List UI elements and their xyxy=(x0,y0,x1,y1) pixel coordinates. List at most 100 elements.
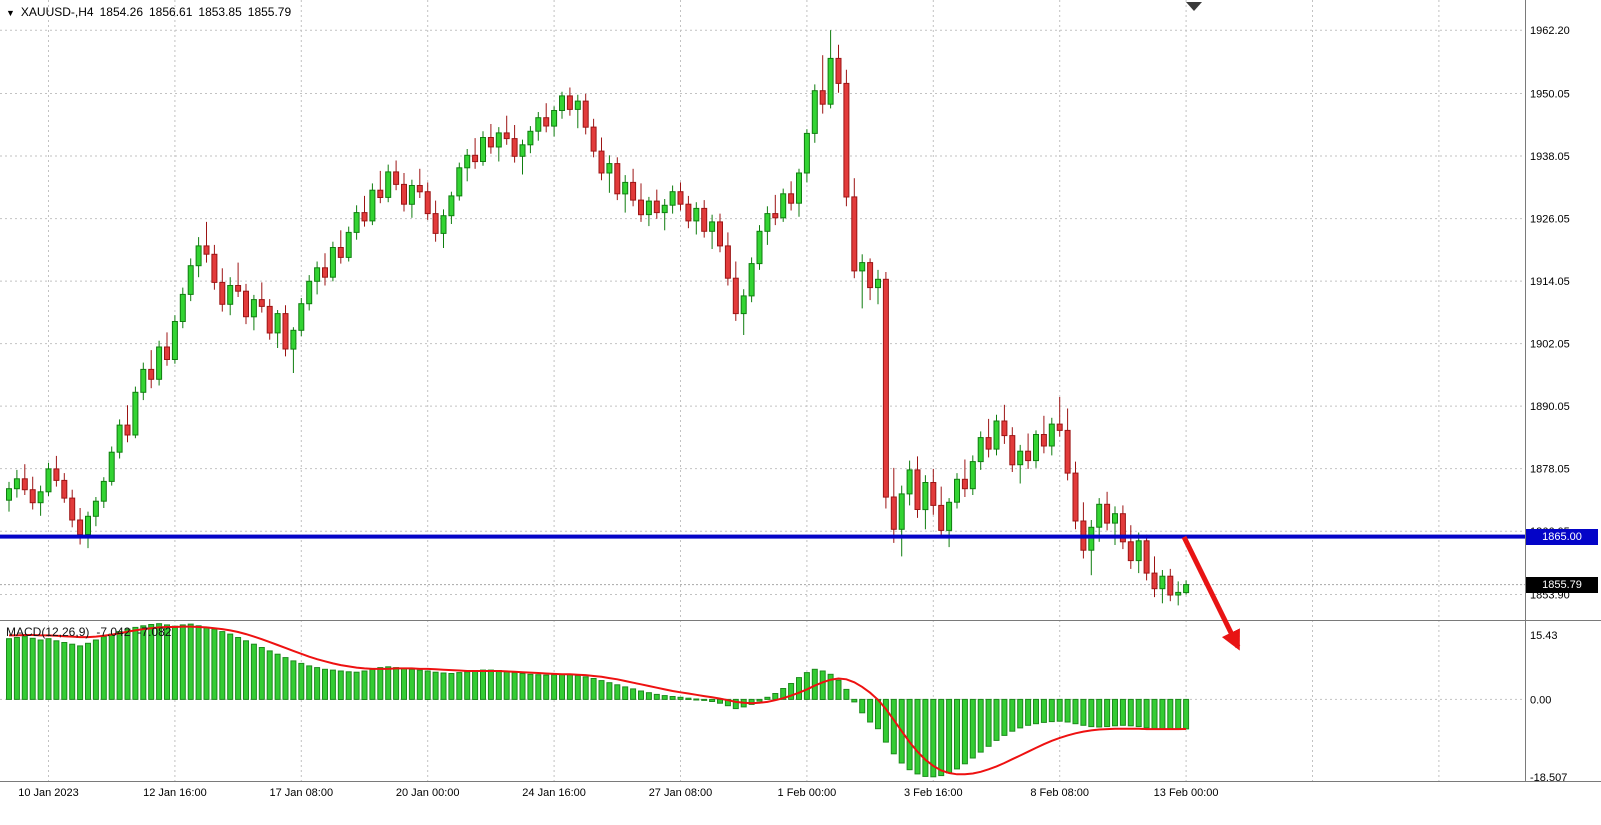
candle xyxy=(361,195,368,227)
candle xyxy=(369,183,376,226)
candle xyxy=(1064,408,1071,481)
candle xyxy=(1080,502,1087,559)
candle xyxy=(638,183,644,222)
macd-bar xyxy=(551,674,558,700)
time-axis-label: 24 Jan 16:00 xyxy=(522,787,586,799)
candle xyxy=(1096,498,1103,542)
macd-bar xyxy=(227,633,234,700)
macd-signal-line xyxy=(9,625,1187,776)
macd-bar xyxy=(519,673,526,700)
candle xyxy=(677,182,684,211)
macd-header: MACD(12,26,9) -7.042 -7.082 xyxy=(6,625,178,639)
candle xyxy=(329,241,336,282)
candle xyxy=(1072,461,1079,530)
candle xyxy=(543,103,550,133)
macd-bar xyxy=(1135,698,1142,728)
candle xyxy=(843,69,850,207)
time-axis-label: 1 Feb 00:00 xyxy=(778,787,837,799)
macd-bar xyxy=(677,696,684,700)
candle xyxy=(243,283,249,325)
macd-bar xyxy=(92,639,99,700)
macd-bar xyxy=(203,626,210,700)
candle xyxy=(258,282,265,313)
macd-bar xyxy=(314,667,321,700)
macd-bar xyxy=(322,668,328,700)
candle xyxy=(298,298,305,337)
macd-bar xyxy=(416,669,423,700)
macd-bar xyxy=(914,698,921,775)
macd-bar xyxy=(37,639,44,700)
candle xyxy=(669,185,676,214)
macd-bar xyxy=(108,633,115,700)
candle xyxy=(788,181,795,211)
candle xyxy=(29,476,36,510)
macd-bar xyxy=(1072,698,1079,725)
candle xyxy=(590,118,597,158)
candle xyxy=(314,261,321,295)
macd-bar xyxy=(361,670,368,700)
macd-bar xyxy=(669,696,676,700)
candle xyxy=(195,237,202,278)
macd-bar xyxy=(985,698,992,747)
macd-bar xyxy=(116,631,123,700)
candle xyxy=(811,84,818,143)
macd-bar xyxy=(1143,698,1150,729)
candle xyxy=(353,205,360,240)
macd-bar xyxy=(535,674,542,700)
chart-header: ▼ XAUUSD-,H4 1854.26 1856.61 1853.85 1855.79 xyxy=(6,5,297,19)
macd-bar xyxy=(835,679,842,700)
candle xyxy=(266,299,273,340)
candle xyxy=(1119,505,1126,550)
macd-bar xyxy=(1175,698,1182,730)
candle xyxy=(1143,534,1150,581)
candle xyxy=(171,315,178,364)
macd-bar xyxy=(969,698,976,759)
macd-bar xyxy=(440,672,447,700)
candle xyxy=(487,124,494,154)
one-click-dropdown-icon[interactable]: ▼ xyxy=(6,8,15,18)
macd-axis-label: -18.507 xyxy=(1530,772,1567,784)
candle xyxy=(969,455,976,495)
macd-bar xyxy=(290,660,297,700)
candle xyxy=(511,125,518,163)
candle xyxy=(250,294,257,331)
horizontal-line-price-label: 1865.00 xyxy=(1526,528,1598,545)
macd-bar xyxy=(298,662,305,700)
candle xyxy=(598,137,605,181)
candle xyxy=(164,332,170,366)
candle xyxy=(1167,568,1174,602)
price-axis-label: 1890.05 xyxy=(1530,401,1570,413)
candle xyxy=(551,106,558,137)
macd-bar xyxy=(424,670,431,700)
macd-bar xyxy=(69,643,76,700)
candle xyxy=(693,202,700,235)
time-axis-label: 12 Jan 16:00 xyxy=(143,787,207,799)
price-axis-label: 1926.05 xyxy=(1530,214,1570,226)
macd-bar xyxy=(954,698,960,770)
macd-bar xyxy=(353,671,360,700)
candle xyxy=(985,418,992,458)
candle xyxy=(1183,580,1190,595)
candle xyxy=(377,170,384,204)
macd-bar xyxy=(1033,698,1039,725)
candle xyxy=(148,350,155,389)
candle xyxy=(1040,415,1047,454)
macd-bar xyxy=(606,682,613,700)
ohlc-high: 1856.61 xyxy=(149,5,193,19)
macd-bar xyxy=(211,628,218,700)
chart-shift-marker[interactable] xyxy=(1186,2,1202,11)
macd-bar xyxy=(432,671,439,700)
macd-bar xyxy=(45,638,52,700)
candle xyxy=(1017,444,1024,484)
candle xyxy=(432,200,439,242)
macd-bar xyxy=(306,665,313,700)
candle xyxy=(69,489,76,528)
candle xyxy=(235,262,242,297)
candle xyxy=(1033,430,1039,468)
macd-bar xyxy=(13,637,20,700)
macd-bar xyxy=(266,650,273,700)
candle xyxy=(85,511,91,549)
candle xyxy=(796,168,802,217)
